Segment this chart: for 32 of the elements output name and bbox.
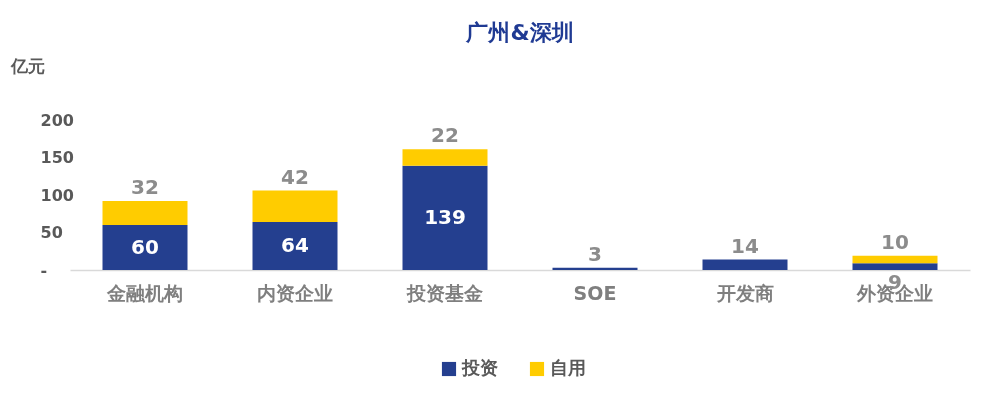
data-label: 32 (131, 175, 159, 199)
data-label: 22 (431, 123, 459, 148)
bar (402, 165, 488, 270)
bar (402, 149, 488, 166)
bar (252, 190, 338, 222)
y-tick-label: 150 (40, 148, 74, 167)
x-tick-label: SOE (573, 281, 617, 304)
bar (702, 259, 788, 270)
y-tick-label: 100 (40, 185, 74, 205)
bar (852, 263, 938, 270)
x-tick-label: 金融机构 (106, 281, 183, 304)
x-tick-label: 投资基金 (406, 281, 483, 304)
legend-label: 自用 (550, 357, 586, 378)
data-label: 3 (588, 241, 602, 266)
y-tick-label: 200 (40, 110, 74, 130)
y-tick-label: - (40, 260, 48, 280)
data-label: 42 (281, 164, 309, 189)
bar (852, 255, 938, 264)
data-label: 64 (281, 233, 309, 257)
bar (102, 201, 188, 225)
data-label: 60 (131, 234, 159, 259)
bar (102, 225, 188, 270)
x-tick-label: 开发商 (715, 281, 774, 304)
data-label: 14 (731, 233, 759, 258)
y-axis-title: 亿元 (9, 55, 45, 76)
data-label: 139 (424, 204, 466, 229)
bar (252, 222, 338, 270)
data-label: 10 (881, 229, 909, 254)
x-tick-label: 内资企业 (257, 281, 333, 304)
legend-label: 投资 (461, 357, 498, 378)
chart-title: 广州&深圳 (465, 20, 574, 45)
y-tick-label: 50 (40, 223, 63, 242)
